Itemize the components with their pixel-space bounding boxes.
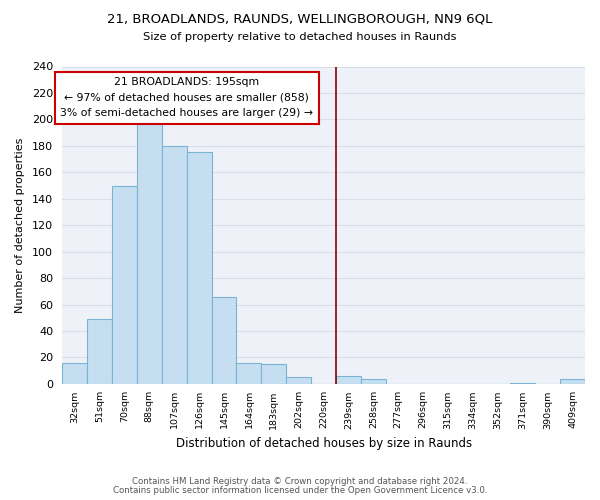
Bar <box>361 378 386 384</box>
Bar <box>511 382 535 384</box>
Bar <box>87 319 112 384</box>
Text: Contains public sector information licensed under the Open Government Licence v3: Contains public sector information licen… <box>113 486 487 495</box>
Text: 21, BROADLANDS, RAUNDS, WELLINGBOROUGH, NN9 6QL: 21, BROADLANDS, RAUNDS, WELLINGBOROUGH, … <box>107 12 493 26</box>
Y-axis label: Number of detached properties: Number of detached properties <box>15 138 25 313</box>
Bar <box>560 378 585 384</box>
Bar <box>336 376 361 384</box>
Bar <box>262 364 286 384</box>
Bar <box>62 363 87 384</box>
Bar <box>112 186 137 384</box>
Bar <box>286 378 311 384</box>
Bar <box>187 152 212 384</box>
Text: Contains HM Land Registry data © Crown copyright and database right 2024.: Contains HM Land Registry data © Crown c… <box>132 477 468 486</box>
Bar <box>236 363 262 384</box>
Bar <box>162 146 187 384</box>
Text: 21 BROADLANDS: 195sqm
← 97% of detached houses are smaller (858)
3% of semi-deta: 21 BROADLANDS: 195sqm ← 97% of detached … <box>60 77 313 118</box>
X-axis label: Distribution of detached houses by size in Raunds: Distribution of detached houses by size … <box>176 437 472 450</box>
Bar <box>137 118 162 384</box>
Bar <box>212 296 236 384</box>
Text: Size of property relative to detached houses in Raunds: Size of property relative to detached ho… <box>143 32 457 42</box>
